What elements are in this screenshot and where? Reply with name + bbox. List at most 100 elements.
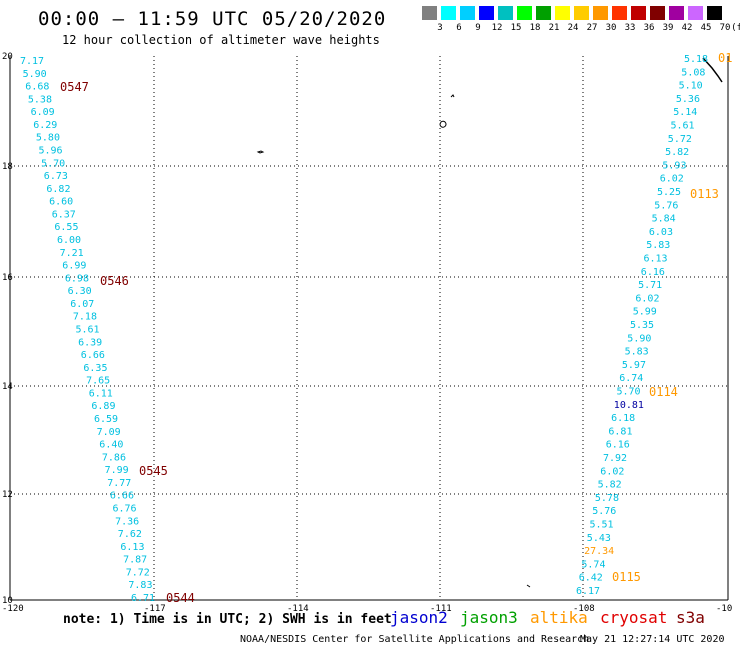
swh-value: 10.81 <box>614 400 644 411</box>
scale-swatch <box>669 6 684 20</box>
swh-value: 6.68 <box>25 82 49 93</box>
swh-value: 6.13 <box>644 254 668 265</box>
scale-swatch <box>631 6 646 20</box>
swh-value: 6.30 <box>68 286 92 297</box>
lon-label: -120 <box>2 604 24 614</box>
swh-value: 5.25 <box>657 187 681 198</box>
legend-jason2: jason2 <box>390 608 448 627</box>
scale-swatch <box>517 6 532 20</box>
swh-value: 5.96 <box>39 146 63 157</box>
coastline <box>702 57 723 83</box>
scale-swatch <box>650 6 665 20</box>
swh-value: 5.36 <box>676 94 700 105</box>
swh-value: 5.82 <box>598 480 622 491</box>
swh-value: 5.90 <box>627 333 651 344</box>
swh-value: 6.11 <box>89 388 113 399</box>
swh-value: 5.14 <box>673 107 697 118</box>
scale-swatch <box>441 6 456 20</box>
swh-value: 5.51 <box>590 520 614 531</box>
generated-timestamp: May 21 12:27:14 UTC 2020 <box>580 634 725 645</box>
swh-value: 7.83 <box>128 580 152 591</box>
lat-label: 20 <box>2 52 13 62</box>
lon-label: -108 <box>573 604 595 614</box>
swh-value: 5.97 <box>622 360 646 371</box>
swh-value: 6.74 <box>619 373 643 384</box>
lat-label: 10 <box>2 596 13 606</box>
swh-value: 6.02 <box>600 466 624 477</box>
scale-swatch <box>555 6 570 20</box>
island-shape <box>526 584 531 588</box>
lon-label: -111 <box>430 604 452 614</box>
swh-value: 6.35 <box>83 363 107 374</box>
swh-value: 5.80 <box>36 133 60 144</box>
swh-value: 5.72 <box>668 134 692 145</box>
swh-value: 5.38 <box>28 94 52 105</box>
scale-label: 30 <box>605 23 617 33</box>
swh-value: 5.82 <box>665 147 689 158</box>
pass-time-label: 01 <box>718 51 732 65</box>
swh-value: 5.70 <box>617 387 641 398</box>
swh-value: 7.72 <box>126 567 150 578</box>
scale-label: 42 <box>681 23 693 33</box>
scale-label: 39 <box>662 23 674 33</box>
swh-value: 5.83 <box>625 347 649 358</box>
swh-value: 7.99 <box>105 465 129 476</box>
swh-value: 6.60 <box>49 197 73 208</box>
scale-label: 24 <box>567 23 579 33</box>
swh-value: 6.18 <box>611 413 635 424</box>
swh-value: 6.13 <box>120 542 144 553</box>
scale-label: 15 <box>510 23 522 33</box>
pass-time-label: 0115 <box>612 570 641 584</box>
swh-value: 7.62 <box>118 529 142 540</box>
swh-value: 5.43 <box>587 533 611 544</box>
swh-value: 6.16 <box>641 267 665 278</box>
swh-value: 6.37 <box>52 209 76 220</box>
swh-value: 5.35 <box>630 320 654 331</box>
swh-value: 5.74 <box>581 559 605 570</box>
lon-label: -117 <box>144 604 166 614</box>
map-title: 00:00 – 11:59 UTC 05/20/2020 <box>38 8 387 30</box>
map-subtitle: 12 hour collection of altimeter wave hei… <box>62 33 380 47</box>
swh-value: 7.77 <box>107 478 131 489</box>
scale-swatch <box>574 6 589 20</box>
swh-value: 6.59 <box>94 414 118 425</box>
scale-swatch <box>460 6 475 20</box>
swh-value: 5.10 <box>679 81 703 92</box>
scale-label: 45 <box>700 23 712 33</box>
swh-value: 7.09 <box>97 427 121 438</box>
scale-swatch <box>536 6 551 20</box>
swh-value: 5.99 <box>633 307 657 318</box>
pass-time-label: 0544 <box>166 591 195 605</box>
swh-value: 5.71 <box>638 280 662 291</box>
lat-label: 18 <box>2 162 13 172</box>
swh-value: 5.61 <box>671 121 695 132</box>
swh-value: 5.61 <box>76 325 100 336</box>
swh-value: 5.08 <box>681 67 705 78</box>
swh-value: 6.66 <box>110 491 134 502</box>
swh-value: 6.82 <box>46 184 70 195</box>
swh-value: 6.76 <box>113 504 137 515</box>
swh-value: 5.90 <box>23 69 47 80</box>
swh-value: 6.09 <box>31 107 55 118</box>
lon-label: -114 <box>287 604 309 614</box>
swh-value: 5.84 <box>652 214 676 225</box>
swh-value: 6.40 <box>99 440 123 451</box>
scale-swatch <box>612 6 627 20</box>
pass-time-label: 0114 <box>649 385 678 399</box>
swh-value: 6.00 <box>57 235 81 246</box>
swh-value: 6.02 <box>635 293 659 304</box>
swh-value: 5.76 <box>592 506 616 517</box>
pass-time-label: 0546 <box>100 274 129 288</box>
swh-value: 7.18 <box>73 312 97 323</box>
swh-value: 5.93 <box>662 160 686 171</box>
scale-label: 12 <box>491 23 503 33</box>
scale-swatch <box>422 6 437 20</box>
swh-value: 7.17 <box>20 56 44 67</box>
scale-swatch <box>707 6 722 20</box>
swh-value: 5.83 <box>646 240 670 251</box>
scale-label: 36 <box>643 23 655 33</box>
swh-value: 5.70 <box>41 158 65 169</box>
swh-value: 6.17 <box>576 586 600 597</box>
swh-value: 5.78 <box>595 493 619 504</box>
